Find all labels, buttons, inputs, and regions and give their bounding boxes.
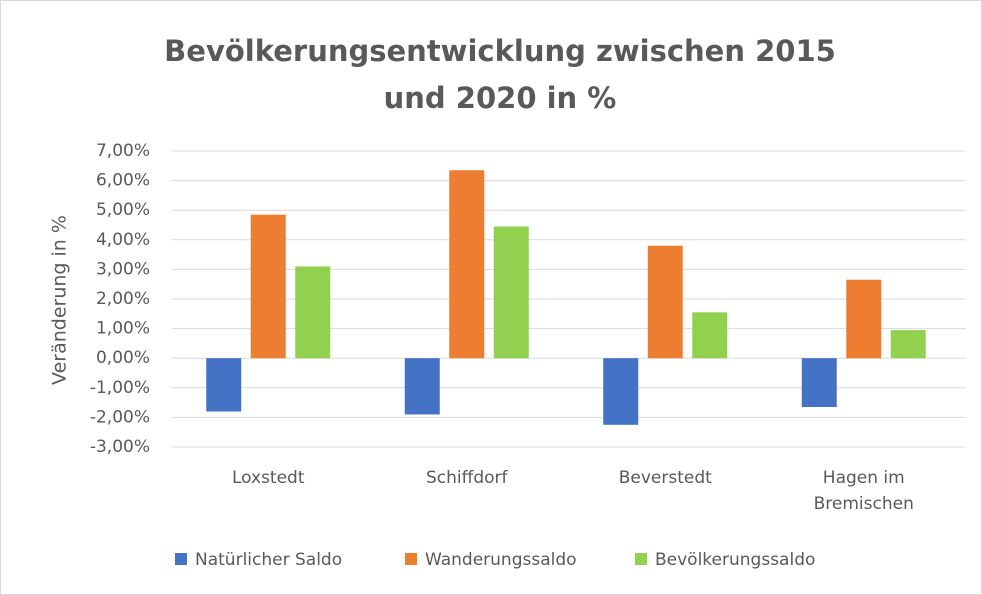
- bar: [801, 358, 837, 408]
- y-tick-label: 7,00%: [96, 141, 150, 161]
- y-tick-label: 0,00%: [96, 348, 150, 368]
- legend-swatch: [405, 553, 417, 565]
- legend-swatch: [635, 553, 647, 565]
- y-tick-label: -1,00%: [90, 378, 150, 398]
- bar: [449, 170, 485, 359]
- bar: [692, 312, 728, 359]
- bar: [206, 358, 242, 412]
- bar: [404, 358, 440, 415]
- y-axis-label: Veränderung in %: [49, 215, 71, 385]
- legend-label: Wanderungssaldo: [425, 550, 577, 570]
- x-tick-label: Schiffdorf: [425, 468, 508, 488]
- bar: [603, 358, 639, 425]
- legend-label: Natürlicher Saldo: [195, 550, 342, 570]
- chart-title: Bevölkerungsentwicklung zwischen 2015 un…: [164, 34, 836, 115]
- bar: [890, 330, 926, 359]
- x-tick-label: Hagen im Bremischen: [813, 468, 914, 514]
- y-tick-label: 2,00%: [96, 289, 150, 309]
- y-tick-label: 6,00%: [96, 171, 150, 191]
- y-tick-label: 3,00%: [96, 259, 150, 279]
- y-tick-label: 5,00%: [96, 200, 150, 220]
- bar: [295, 266, 331, 359]
- y-tick-label: -3,00%: [90, 437, 150, 457]
- bar: [493, 226, 529, 359]
- legend-swatch: [175, 553, 187, 565]
- bar: [250, 214, 286, 359]
- y-tick-label: 4,00%: [96, 230, 150, 250]
- x-tick-label: Beverstedt: [618, 468, 712, 488]
- y-tick-label: -2,00%: [90, 407, 150, 427]
- bar: [647, 245, 683, 359]
- bar: [846, 279, 882, 359]
- legend-label: Bevölkerungssaldo: [655, 550, 815, 570]
- x-tick-label: Loxstedt: [231, 468, 305, 488]
- y-tick-label: 1,00%: [96, 319, 150, 339]
